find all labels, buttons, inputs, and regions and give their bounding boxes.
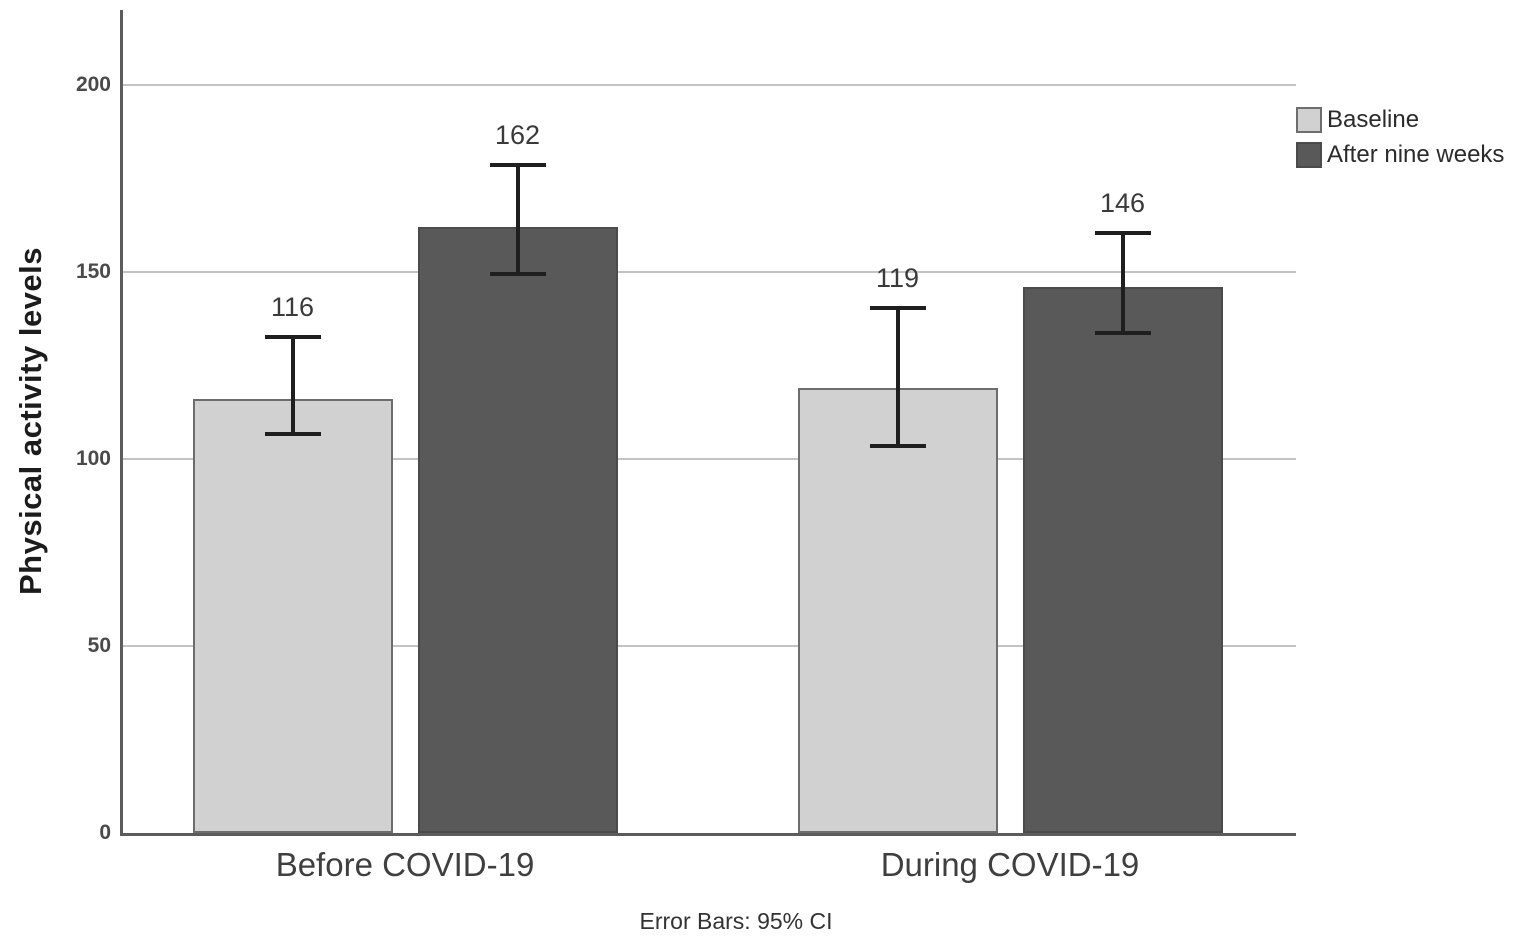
bar-value-label: 162	[494, 120, 541, 151]
error-bar-line	[895, 305, 900, 448]
gridline-100	[123, 457, 1296, 460]
bar-value-label: 119	[875, 262, 920, 293]
y-tick-label: 100	[75, 446, 111, 470]
error-bar	[1094, 230, 1151, 336]
y-tick-label: 200	[75, 72, 111, 96]
y-tick-label: 50	[87, 633, 111, 657]
error-bar-line	[290, 335, 295, 437]
error-bar-line	[1120, 230, 1125, 336]
error-bar	[264, 335, 321, 437]
bar	[192, 399, 393, 833]
y-axis-line	[120, 10, 123, 836]
x-category-label: During COVID-19	[880, 846, 1140, 883]
error-bars-caption: Error Bars: 95% CI	[639, 908, 833, 934]
legend: Baseline After nine weeks	[1296, 106, 1504, 176]
error-bar	[869, 305, 926, 448]
gridline-150	[123, 270, 1296, 273]
error-bar	[489, 163, 546, 276]
bar-value-label: 116	[270, 292, 315, 323]
y-tick-label: 0	[99, 821, 111, 844]
x-category-label: Before COVID-19	[275, 846, 535, 883]
legend-swatch-baseline	[1296, 107, 1322, 133]
error-bar-cap-bottom	[264, 432, 321, 437]
error-bar-line	[515, 163, 520, 276]
bar	[417, 226, 618, 833]
legend-item: Baseline	[1296, 106, 1504, 134]
error-bar-cap-top	[869, 305, 926, 310]
legend-swatch-after-nine-weeks	[1296, 142, 1322, 168]
error-bar-cap-top	[264, 335, 321, 340]
error-bar-cap-bottom	[1094, 331, 1151, 336]
error-bar-cap-bottom	[489, 271, 546, 276]
gridline-50	[123, 644, 1296, 647]
y-tick-label: 150	[75, 259, 111, 283]
bar-value-label: 146	[1099, 187, 1146, 218]
error-bar-cap-top	[1094, 230, 1151, 235]
legend-label: After nine weeks	[1327, 141, 1505, 168]
legend-label: Baseline	[1327, 106, 1420, 133]
y-axis-title: Physical activity levels	[13, 246, 48, 596]
gridline-200	[123, 83, 1296, 86]
bar	[1022, 286, 1223, 833]
error-bar-cap-bottom	[869, 443, 926, 448]
bar	[797, 387, 998, 833]
plot-area: 0 50 100 150 200 116 119 162 146 Before COVID-19 D…	[76, 10, 1296, 883]
error-bar-cap-top	[489, 163, 546, 168]
legend-item: After nine weeks	[1296, 141, 1504, 169]
x-axis-line	[120, 833, 1296, 836]
